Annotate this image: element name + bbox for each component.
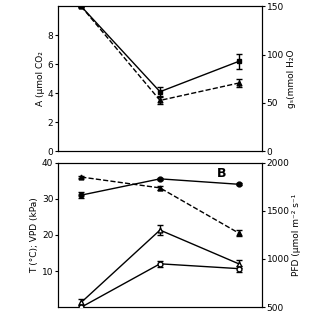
Y-axis label: gₛ(mmol H₂O: gₛ(mmol H₂O (287, 50, 296, 108)
Text: B: B (217, 167, 227, 180)
Y-axis label: T (°C); VPD (kPa): T (°C); VPD (kPa) (30, 197, 39, 273)
Y-axis label: A (μmol CO₂: A (μmol CO₂ (36, 51, 45, 106)
Y-axis label: PFD (μmol m⁻² s⁻¹: PFD (μmol m⁻² s⁻¹ (292, 194, 301, 276)
